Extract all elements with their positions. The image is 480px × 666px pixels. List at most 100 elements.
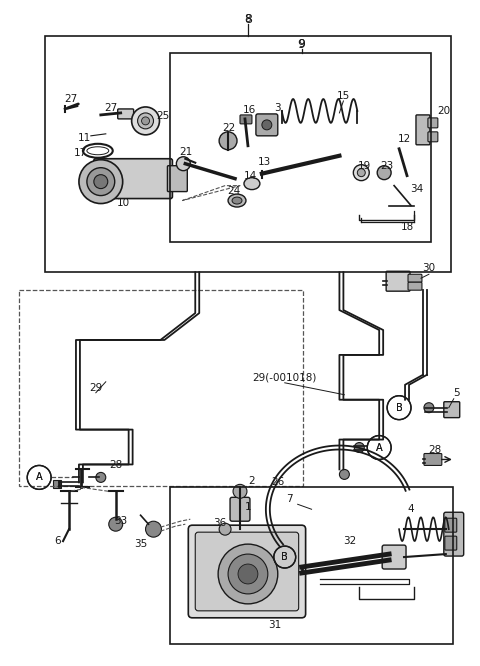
Text: 35: 35 [134,539,147,549]
Text: 32: 32 [343,536,356,546]
FancyBboxPatch shape [445,536,457,550]
FancyBboxPatch shape [53,480,61,488]
Text: 1: 1 [245,502,251,512]
Text: 31: 31 [268,620,281,630]
Bar [45,36,451,272]
FancyBboxPatch shape [168,166,187,192]
FancyBboxPatch shape [188,525,306,618]
Text: 34: 34 [410,184,423,194]
Text: 33: 33 [114,516,127,526]
Bar [170,488,453,644]
Text: 17: 17 [74,148,87,158]
Circle shape [94,174,108,188]
Text: 18: 18 [400,222,414,232]
Text: 12: 12 [397,134,411,144]
Circle shape [87,168,115,196]
Circle shape [233,484,247,498]
Circle shape [377,166,391,180]
Text: 11: 11 [78,133,92,143]
Text: B: B [281,552,288,562]
Text: 20: 20 [437,106,450,116]
Circle shape [238,564,258,584]
Circle shape [354,442,364,452]
FancyBboxPatch shape [444,512,464,556]
FancyBboxPatch shape [424,454,442,466]
Text: A: A [36,472,43,482]
Circle shape [96,472,106,482]
Text: 8: 8 [244,13,252,26]
FancyBboxPatch shape [428,132,438,142]
Bar [19,290,302,486]
FancyBboxPatch shape [428,118,438,128]
Text: 6: 6 [54,536,60,546]
FancyBboxPatch shape [256,114,278,136]
FancyBboxPatch shape [94,159,172,198]
Circle shape [228,554,268,594]
Circle shape [109,517,123,531]
Text: 24: 24 [228,186,240,196]
Text: 8: 8 [245,14,251,25]
Text: 5: 5 [454,388,460,398]
Circle shape [145,521,161,537]
Ellipse shape [228,194,246,207]
Circle shape [218,544,278,604]
Circle shape [353,165,369,180]
Circle shape [138,113,154,129]
Circle shape [142,117,150,125]
Circle shape [132,107,159,135]
FancyBboxPatch shape [408,274,422,282]
Text: 9: 9 [298,38,306,51]
Text: A: A [376,442,383,452]
Text: 30: 30 [422,263,435,273]
Text: 27: 27 [104,103,118,113]
FancyBboxPatch shape [416,115,430,145]
Bar [170,53,431,242]
FancyBboxPatch shape [445,518,457,532]
Text: 28: 28 [109,460,122,470]
FancyBboxPatch shape [382,545,406,569]
Circle shape [262,120,272,130]
FancyBboxPatch shape [444,402,460,418]
Text: B: B [396,403,402,413]
Text: 15: 15 [337,91,350,101]
FancyBboxPatch shape [195,532,299,611]
Text: 2: 2 [249,476,255,486]
Text: 3: 3 [275,103,281,113]
Circle shape [219,132,237,150]
Text: 22: 22 [222,123,236,133]
Circle shape [424,403,434,413]
Text: 16: 16 [242,105,255,115]
Text: 14: 14 [243,170,257,180]
Text: B: B [396,403,402,413]
FancyBboxPatch shape [230,498,250,521]
Circle shape [176,157,190,170]
Text: B: B [281,552,288,562]
FancyBboxPatch shape [408,282,422,290]
Text: 26: 26 [271,478,285,488]
Text: 23: 23 [381,161,394,170]
Text: 13: 13 [258,157,272,166]
Circle shape [357,168,365,176]
Text: A: A [376,442,383,452]
Text: 7: 7 [287,494,293,504]
Text: 36: 36 [214,518,227,528]
Circle shape [339,470,349,480]
Text: 29(-001018): 29(-001018) [252,373,317,383]
Circle shape [219,523,231,535]
Text: 28: 28 [428,444,442,454]
Ellipse shape [232,197,242,204]
FancyBboxPatch shape [240,115,252,124]
Text: 4: 4 [408,504,414,514]
Text: A: A [36,472,43,482]
Text: 10: 10 [117,198,130,208]
Text: 9: 9 [299,39,305,49]
Ellipse shape [244,178,260,190]
Text: 25: 25 [156,111,169,121]
Circle shape [79,160,123,204]
Text: 21: 21 [180,147,193,157]
Text: 19: 19 [358,161,371,170]
FancyBboxPatch shape [386,271,410,291]
Text: 29: 29 [89,383,102,393]
Text: 27: 27 [64,94,78,104]
FancyBboxPatch shape [118,109,133,119]
